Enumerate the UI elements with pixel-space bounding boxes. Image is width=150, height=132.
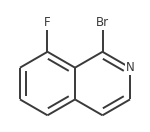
Text: N: N [126,61,134,74]
Text: F: F [44,16,51,29]
Text: Br: Br [96,16,109,29]
